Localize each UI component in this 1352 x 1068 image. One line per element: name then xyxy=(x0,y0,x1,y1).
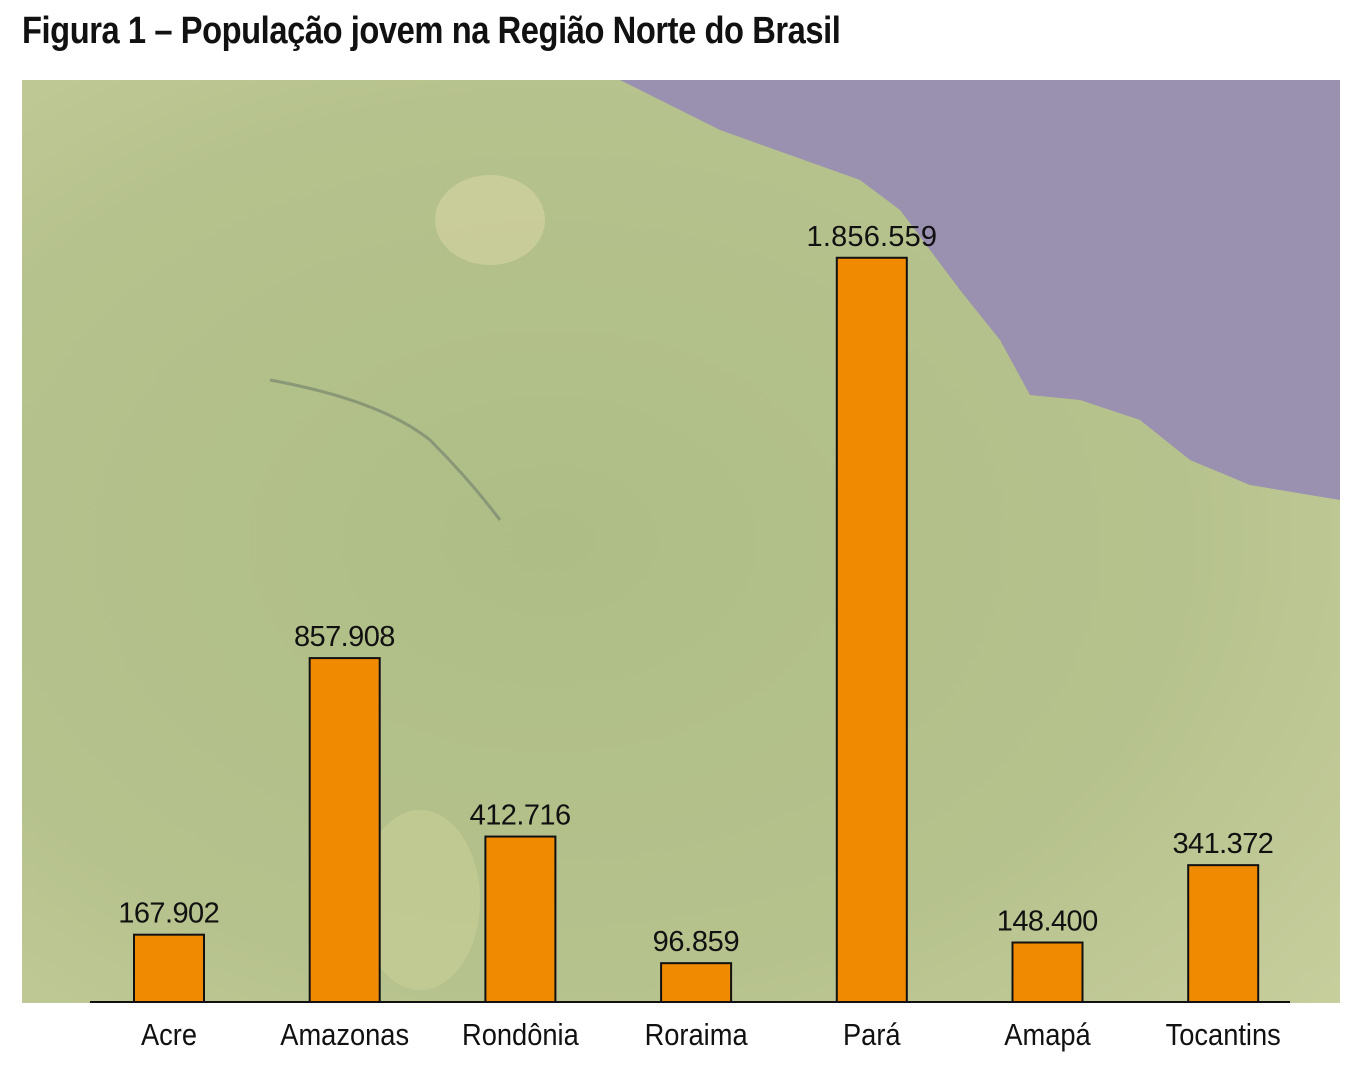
x-tick-label: Amapá xyxy=(1004,1018,1091,1052)
data-label: 148.400 xyxy=(997,906,1099,938)
data-label: 1.856.559 xyxy=(807,221,938,253)
x-tick-label: Tocantins xyxy=(1166,1018,1281,1052)
x-tick-label: Amazonas xyxy=(280,1018,409,1052)
bar-roraima xyxy=(660,962,733,1004)
data-label: 96.859 xyxy=(653,926,740,958)
bar-rondônia xyxy=(484,835,557,1003)
bar-amapá xyxy=(1011,941,1084,1004)
x-tick-label: Acre xyxy=(141,1018,197,1052)
x-tick-label: Pará xyxy=(843,1018,901,1052)
map-background xyxy=(22,80,1340,1003)
data-label: 341.372 xyxy=(1172,828,1274,860)
data-label: 857.908 xyxy=(294,621,396,653)
bar-pará xyxy=(835,256,908,1003)
bar-acre xyxy=(133,933,205,1003)
bar-amazonas xyxy=(308,657,381,1004)
bar-tocantins xyxy=(1187,864,1260,1003)
data-label: 412.716 xyxy=(470,800,572,832)
chart-title: Figura 1 – População jovem na Região Nor… xyxy=(22,10,841,52)
data-label: 167.902 xyxy=(118,898,220,930)
x-tick-label: Roraima xyxy=(645,1018,749,1052)
x-tick-label: Rondônia xyxy=(462,1018,579,1052)
sea xyxy=(620,80,1340,500)
